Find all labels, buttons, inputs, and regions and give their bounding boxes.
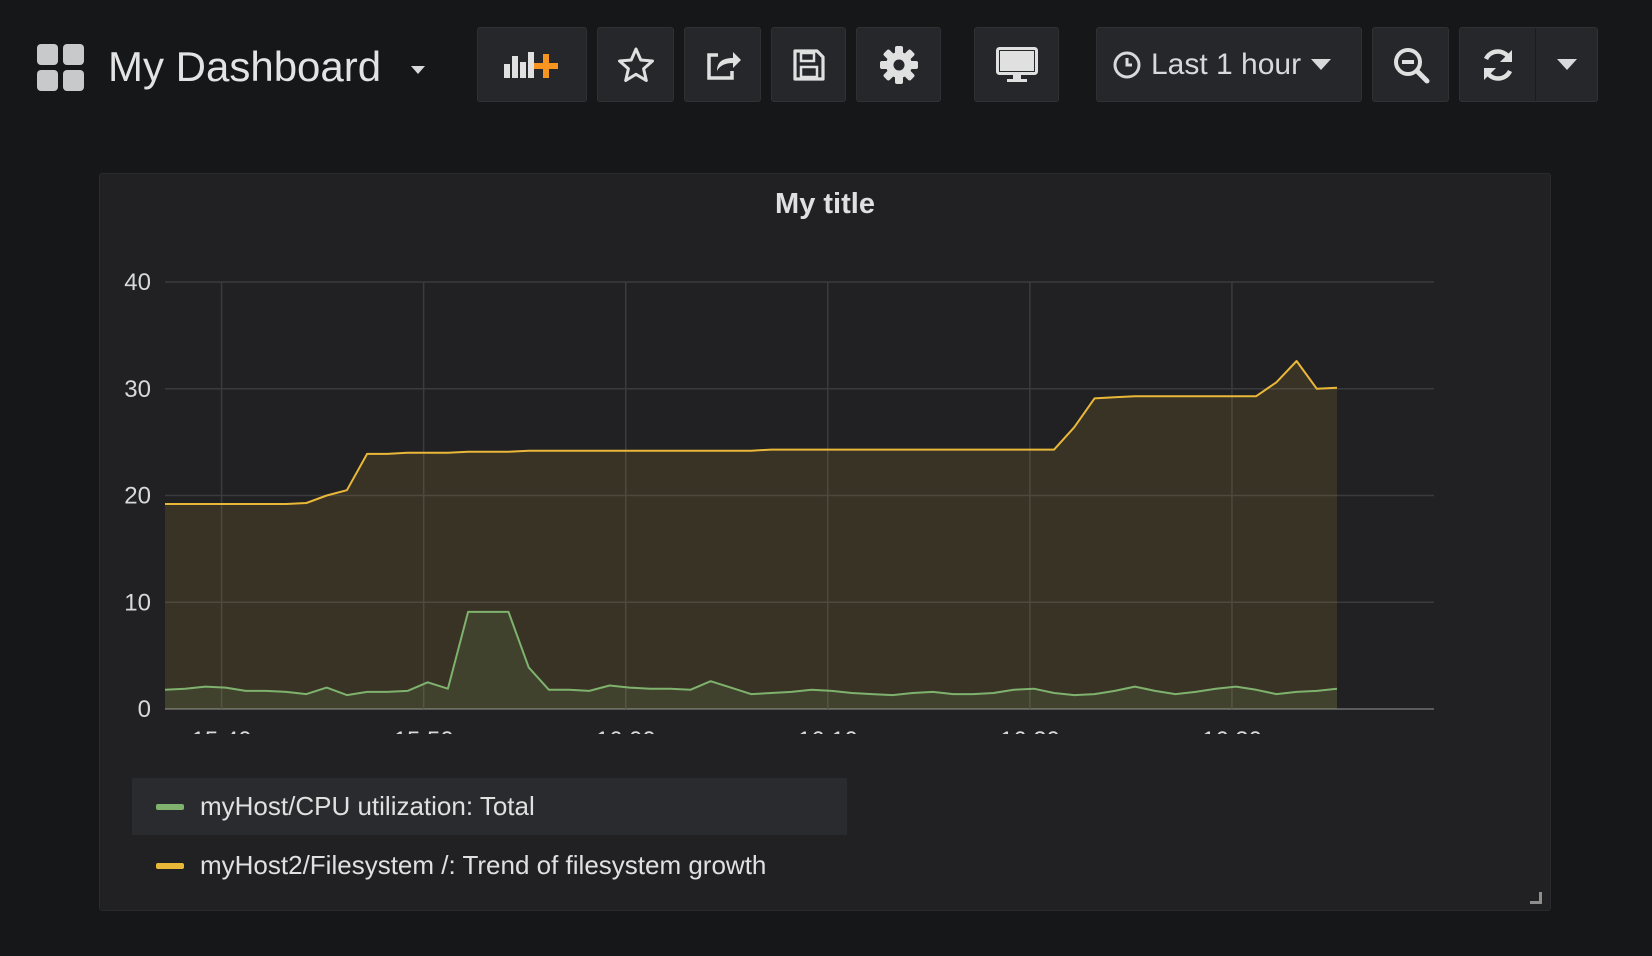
settings-button[interactable] xyxy=(856,27,941,102)
x-tick-label: 15:40 xyxy=(192,727,252,734)
star-icon xyxy=(617,47,655,83)
clock-icon xyxy=(1113,51,1141,79)
refresh-button-group xyxy=(1459,27,1598,102)
zoom-out-button[interactable] xyxy=(1372,27,1449,102)
save-dashboard-button[interactable] xyxy=(771,27,846,102)
legend-item-filesystem[interactable]: myHost2/Filesystem /: Trend of filesyste… xyxy=(132,837,766,894)
graph-panel: My title 01020304015:4015:5016:0016:1016… xyxy=(99,173,1551,911)
save-icon xyxy=(792,48,826,82)
dashboard-grid-icon[interactable] xyxy=(37,44,85,92)
x-tick-label: 16:10 xyxy=(798,727,858,734)
graph-chart[interactable]: 0 10 20 30 40 15:40 15:50 16:00 16:10 16:20 16:30 xyxy=(100,174,1552,734)
gear-icon xyxy=(879,45,919,85)
caret-down-icon xyxy=(411,66,425,74)
zoom-out-icon xyxy=(1392,46,1430,84)
x-tick-label: 16:30 xyxy=(1202,727,1262,734)
view-mode-button[interactable] xyxy=(974,27,1059,102)
legend-swatch-yellow xyxy=(156,863,184,869)
dashboard-title: My Dashboard xyxy=(108,43,381,90)
star-dashboard-button[interactable] xyxy=(597,27,674,102)
add-panel-icon xyxy=(502,50,562,80)
y-tick-label: 30 xyxy=(124,376,151,403)
legend-item-cpu[interactable]: myHost/CPU utilization: Total xyxy=(132,778,847,835)
caret-down-icon xyxy=(1311,59,1331,70)
y-tick-label: 20 xyxy=(124,483,151,510)
refresh-interval-dropdown[interactable] xyxy=(1536,28,1597,101)
legend-label: myHost2/Filesystem /: Trend of filesyste… xyxy=(200,850,766,881)
add-panel-button[interactable] xyxy=(477,27,587,102)
share-icon xyxy=(704,48,742,82)
series-area-1 xyxy=(165,361,1337,709)
y-tick-label: 0 xyxy=(138,696,151,723)
y-tick-label: 10 xyxy=(124,589,151,616)
x-tick-label: 16:00 xyxy=(596,727,656,734)
dashboard-title-dropdown[interactable]: My Dashboard xyxy=(108,38,425,96)
legend-swatch-green xyxy=(156,804,184,810)
time-range-label: Last 1 hour xyxy=(1151,48,1301,82)
refresh-icon xyxy=(1479,46,1517,84)
x-tick-label: 15:50 xyxy=(394,727,454,734)
panel-resize-handle[interactable] xyxy=(1530,892,1542,904)
refresh-button[interactable] xyxy=(1460,28,1536,101)
time-range-picker[interactable]: Last 1 hour xyxy=(1096,27,1362,102)
share-dashboard-button[interactable] xyxy=(684,27,761,102)
monitor-icon xyxy=(996,47,1038,83)
dashboard-navbar: My Dashboard xyxy=(0,0,1652,140)
y-tick-label: 40 xyxy=(124,269,151,296)
legend-label: myHost/CPU utilization: Total xyxy=(200,791,535,822)
chevron-down-icon xyxy=(1557,59,1577,70)
x-tick-label: 16:20 xyxy=(1000,727,1060,734)
